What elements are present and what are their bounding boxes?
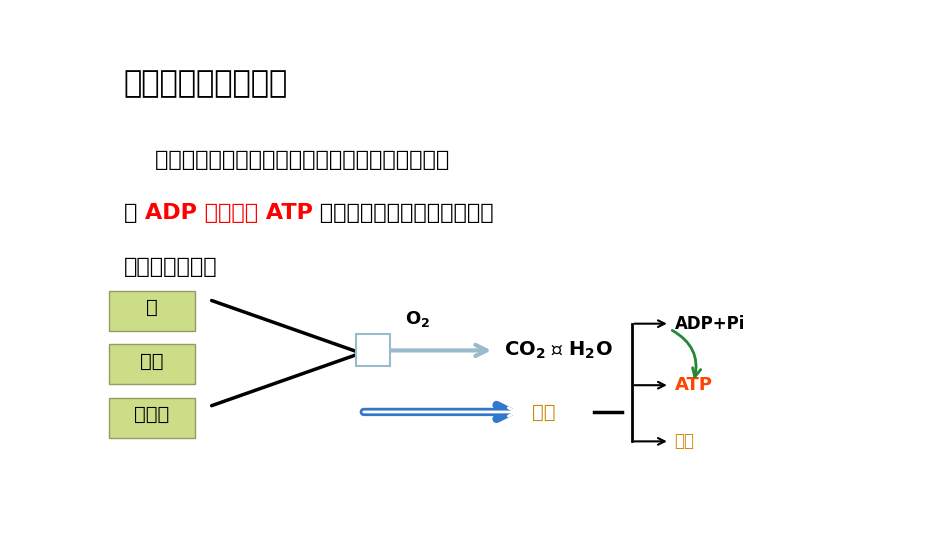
FancyBboxPatch shape [356,334,390,366]
FancyBboxPatch shape [109,291,195,331]
Text: 热能: 热能 [674,432,694,450]
FancyBboxPatch shape [109,344,195,384]
Text: $\mathbf{CO_2}$ 和 $\mathbf{H_2O}$: $\mathbf{CO_2}$ 和 $\mathbf{H_2O}$ [504,340,612,361]
Text: 使: 使 [124,203,144,223]
Text: 一、氧化磷酸化作用: 一、氧化磷酸化作用 [124,70,288,98]
Text: 能量: 能量 [532,402,556,422]
Text: 生物体利用代谢物在生物氧化过程中释放的自由能: 生物体利用代谢物在生物氧化过程中释放的自由能 [124,150,448,170]
Text: 蛋白质: 蛋白质 [134,405,170,424]
Text: ADP+Pi: ADP+Pi [674,315,745,333]
Text: 的磷酸化作用。: 的磷酸化作用。 [124,257,218,277]
Text: ，这种伴随着氧化方能而进行: ，这种伴随着氧化方能而进行 [313,203,494,223]
Text: 脂肪: 脂肪 [141,351,163,371]
Text: $\mathbf{O_2}$: $\mathbf{O_2}$ [406,309,430,329]
FancyBboxPatch shape [109,398,195,438]
FancyArrowPatch shape [673,330,701,377]
Text: ADP 磷酸化成 ATP: ADP 磷酸化成 ATP [144,203,313,223]
Text: 糖: 糖 [146,298,158,317]
Text: ATP: ATP [674,376,712,394]
